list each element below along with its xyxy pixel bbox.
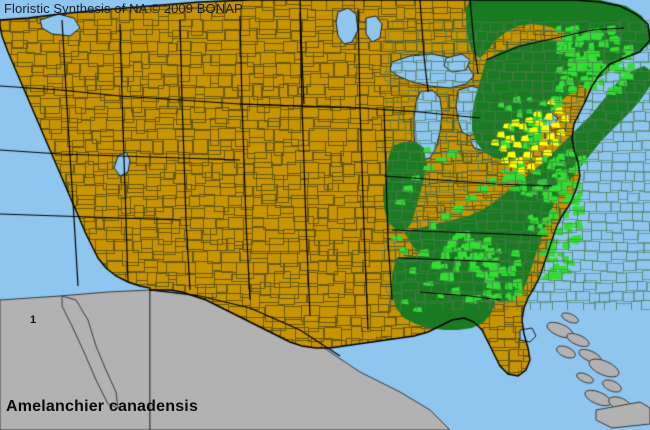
bonap-distribution-map: Floristic Synthesis of NA © 2009 BONAP 1… <box>0 0 650 430</box>
map-canvas <box>0 0 650 430</box>
